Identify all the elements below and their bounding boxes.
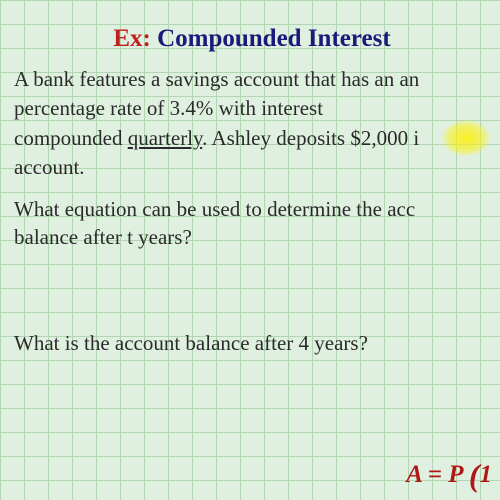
compound-interest-formula: A = P (1 [406, 457, 492, 494]
problem-line3-underline: quarterly [128, 126, 202, 150]
question1-line2: balance after t years? [14, 225, 192, 249]
formula-A: A [406, 461, 421, 488]
formula-open-paren: ( [469, 457, 480, 493]
question-2: What is the account balance after 4 year… [14, 331, 490, 356]
content-area: Ex: Compounded Interest A bank features … [0, 0, 500, 356]
example-label: Ex: [113, 25, 151, 52]
page-container: Ex: Compounded Interest A bank features … [0, 0, 500, 500]
yellow-highlight-marker [442, 120, 490, 156]
formula-one: 1 [480, 461, 493, 488]
title-text: Compounded Interest [157, 25, 391, 52]
formula-P: P [448, 461, 462, 488]
problem-statement: A bank features a savings account that h… [14, 65, 490, 183]
problem-line1: A bank features a savings account that h… [14, 67, 419, 91]
question2-text: What is the account balance after 4 year… [14, 331, 368, 355]
problem-line4: account. [14, 155, 85, 179]
problem-line2: percentage rate of 3.4% with interest [14, 96, 323, 120]
question-1: What equation can be used to determine t… [14, 195, 490, 252]
question1-line1: What equation can be used to determine t… [14, 197, 415, 221]
title-line: Ex: Compounded Interest [14, 25, 490, 53]
formula-eq: = [422, 461, 449, 488]
problem-line3-pre: compounded [14, 126, 128, 150]
problem-line3-post: . Ashley deposits $2,000 i [202, 126, 419, 150]
